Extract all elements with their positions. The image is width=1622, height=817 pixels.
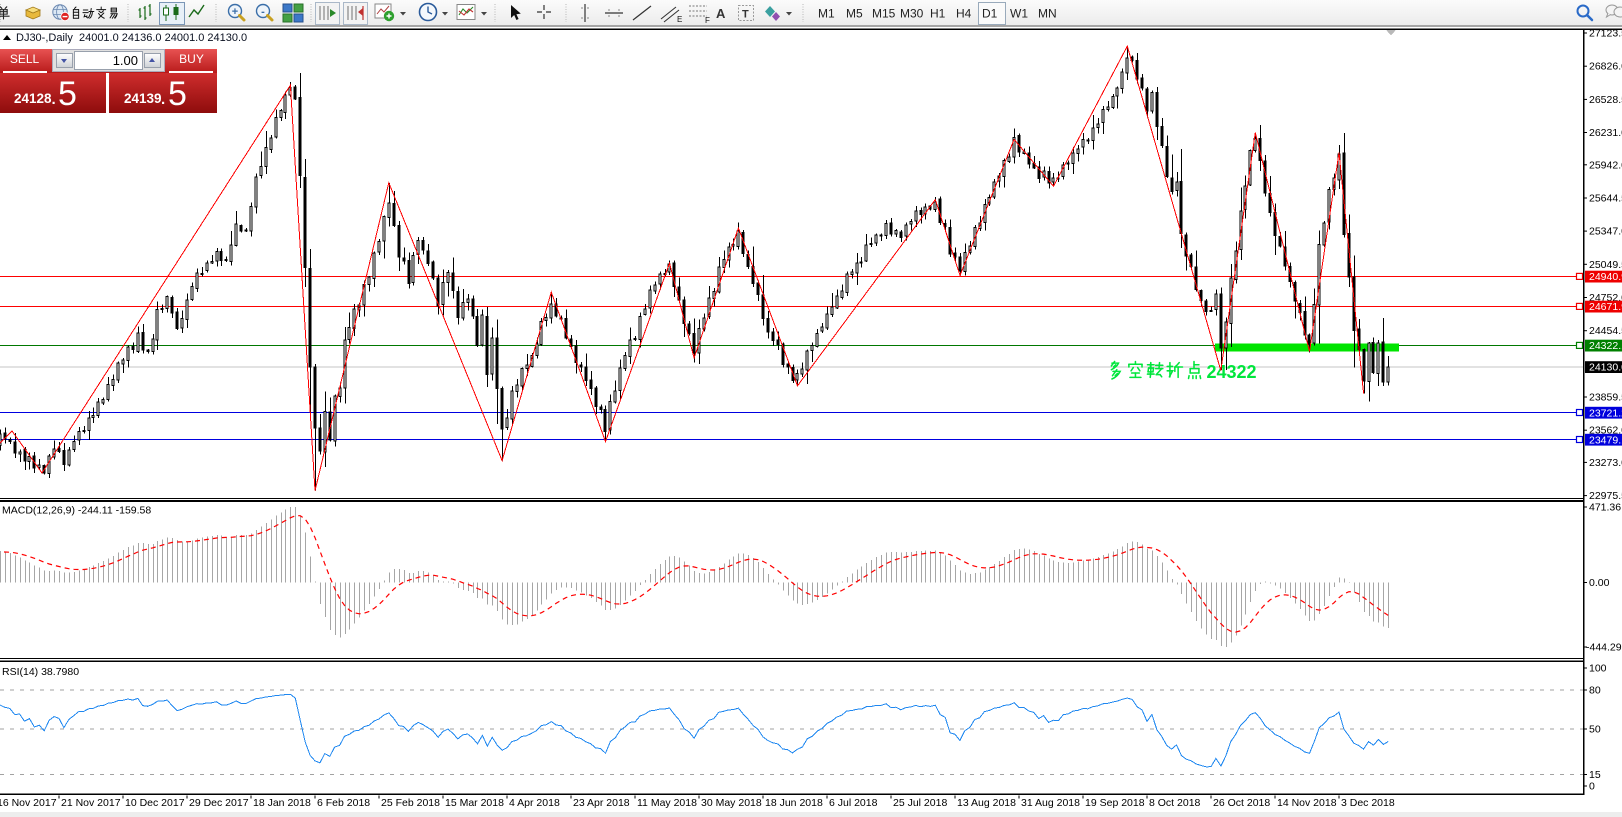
- svg-text:25 Jul 2018: 25 Jul 2018: [893, 797, 947, 809]
- svg-text:4 Apr 2018: 4 Apr 2018: [509, 797, 560, 809]
- svg-text:23721.2: 23721.2: [1589, 407, 1622, 419]
- svg-text:10 Dec 2017: 10 Dec 2017: [125, 797, 185, 809]
- svg-text:3 Dec 2018: 3 Dec 2018: [1341, 797, 1395, 809]
- svg-text:RSI(14) 38.7980: RSI(14) 38.7980: [2, 666, 79, 678]
- svg-text:30 May 2018: 30 May 2018: [701, 797, 762, 809]
- svg-text:A: A: [716, 6, 726, 21]
- svg-text:25942.0: 25942.0: [1589, 159, 1622, 171]
- svg-text:15: 15: [1589, 769, 1601, 781]
- svg-text:E: E: [677, 15, 682, 24]
- svg-text:-: -: [261, 6, 265, 18]
- svg-text:24671.9: 24671.9: [1589, 301, 1622, 313]
- svg-text:23479.1: 23479.1: [1589, 434, 1622, 446]
- svg-text:23 Apr 2018: 23 Apr 2018: [573, 797, 630, 809]
- svg-text:25644.5: 25644.5: [1589, 193, 1622, 205]
- svg-text:16 Nov 2017: 16 Nov 2017: [0, 797, 57, 809]
- svg-text:M30: M30: [900, 7, 924, 21]
- svg-text:0: 0: [1589, 781, 1595, 793]
- svg-text:M5: M5: [846, 7, 863, 21]
- svg-text:0.00: 0.00: [1589, 577, 1610, 589]
- svg-text:11 May 2018: 11 May 2018: [637, 797, 697, 809]
- svg-text:MACD(12,26,9) -244.11 -159.58: MACD(12,26,9) -244.11 -159.58: [2, 505, 151, 517]
- svg-text:26 Oct 2018: 26 Oct 2018: [1213, 797, 1270, 809]
- svg-text:MN: MN: [1038, 7, 1057, 21]
- svg-text:26826.0: 26826.0: [1589, 61, 1622, 73]
- svg-text:22975.5: 22975.5: [1589, 490, 1622, 502]
- svg-text:23273.0: 23273.0: [1589, 457, 1622, 469]
- svg-text:100: 100: [1589, 663, 1607, 675]
- svg-text:14 Nov 2018: 14 Nov 2018: [1277, 797, 1337, 809]
- svg-text:25049.5: 25049.5: [1589, 259, 1622, 271]
- svg-text:H4: H4: [956, 7, 972, 21]
- svg-text:-444.29: -444.29: [1586, 642, 1622, 654]
- svg-text:26528.5: 26528.5: [1589, 94, 1622, 106]
- svg-text:8 Oct 2018: 8 Oct 2018: [1149, 797, 1201, 809]
- svg-text:13 Aug 2018: 13 Aug 2018: [957, 797, 1016, 809]
- svg-text:23562.0: 23562.0: [1589, 425, 1622, 437]
- svg-text:24322: 24322: [1207, 362, 1257, 382]
- svg-text:24940.9: 24940.9: [1589, 271, 1622, 283]
- svg-text:M1: M1: [818, 7, 835, 21]
- svg-text:471.36: 471.36: [1589, 502, 1621, 514]
- svg-text:+: +: [232, 6, 238, 18]
- svg-text:27123.5: 27123.5: [1589, 28, 1622, 40]
- svg-text:F: F: [705, 16, 710, 25]
- svg-text:6 Jul 2018: 6 Jul 2018: [829, 797, 878, 809]
- svg-text:23859.5: 23859.5: [1589, 392, 1622, 404]
- svg-text:18 Jan 2018: 18 Jan 2018: [253, 797, 311, 809]
- svg-text:25347.0: 25347.0: [1589, 226, 1622, 238]
- svg-text:25 Feb 2018: 25 Feb 2018: [381, 797, 440, 809]
- svg-text:26231.0: 26231.0: [1589, 127, 1622, 139]
- svg-text:50: 50: [1589, 724, 1601, 736]
- svg-text:D1: D1: [982, 7, 998, 21]
- svg-text:21 Nov 2017: 21 Nov 2017: [61, 797, 121, 809]
- svg-text:80: 80: [1589, 685, 1601, 697]
- svg-text:M15: M15: [872, 7, 896, 21]
- svg-text:24130.0: 24130.0: [1589, 362, 1622, 374]
- svg-text:29 Dec 2017: 29 Dec 2017: [189, 797, 249, 809]
- svg-text:24322.1: 24322.1: [1589, 340, 1622, 352]
- svg-text:18 Jun 2018: 18 Jun 2018: [765, 797, 823, 809]
- svg-text:24454.5: 24454.5: [1589, 325, 1622, 337]
- svg-text:19 Sep 2018: 19 Sep 2018: [1085, 797, 1145, 809]
- svg-text:H1: H1: [930, 7, 946, 21]
- svg-text:15 Mar 2018: 15 Mar 2018: [445, 797, 504, 809]
- svg-text:6 Feb 2018: 6 Feb 2018: [317, 797, 370, 809]
- svg-text:31 Aug 2018: 31 Aug 2018: [1021, 797, 1080, 809]
- svg-text:W1: W1: [1010, 7, 1028, 21]
- svg-text:T: T: [742, 9, 749, 21]
